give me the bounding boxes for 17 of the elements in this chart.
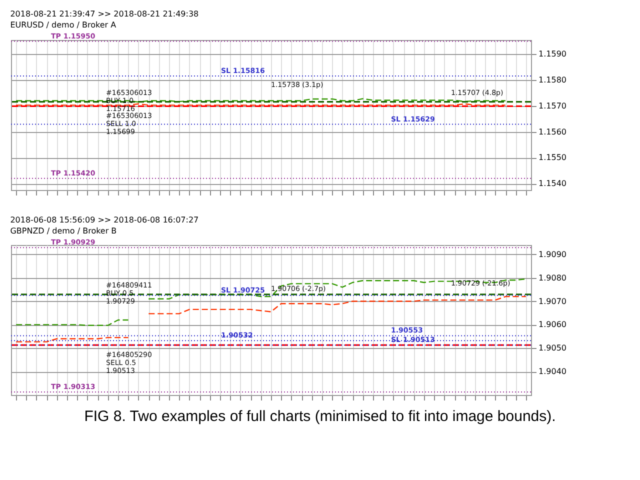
y-tick-label: 1.9080 bbox=[538, 273, 566, 282]
y-tick-label: 1.9040 bbox=[538, 367, 566, 376]
chart-title: 2018-08-21 21:39:47 >> 2018-08-21 21:49:38 bbox=[10, 9, 199, 18]
chart-subtitle: EURUSD / demo / Broker A bbox=[10, 20, 117, 30]
y-tick-label: 1.9090 bbox=[538, 250, 566, 259]
caption: FIG 8. Two examples of full charts (minimised to fit into image bounds). bbox=[83, 408, 557, 425]
chart-title: 2018-06-08 15:56:09 >> 2018-06-08 16:07:27 bbox=[10, 216, 199, 225]
y-tick-label: 1.1570 bbox=[538, 101, 566, 110]
y-tick-label: 1.9050 bbox=[538, 344, 566, 353]
y-tick-label: 1.1560 bbox=[538, 127, 566, 136]
y-tick-label: 1.1550 bbox=[538, 153, 566, 162]
y-tick-label: 1.9060 bbox=[538, 320, 566, 330]
y-tick-label: 1.1590 bbox=[538, 50, 566, 59]
chart-subtitle: GBPNZD / demo / Broker B bbox=[10, 226, 117, 236]
y-tick-label: 1.9070 bbox=[538, 296, 566, 306]
y-tick-label: 1.1540 bbox=[538, 179, 566, 188]
y-tick-label: 1.1580 bbox=[538, 76, 566, 85]
